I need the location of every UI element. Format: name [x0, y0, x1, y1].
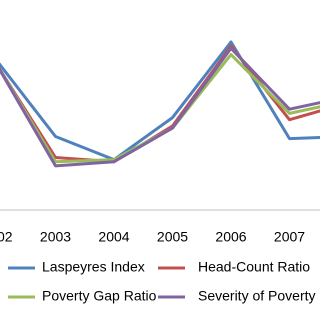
series-line — [0, 40, 320, 162]
x-tick-label: 2003 — [40, 229, 71, 245]
series-line — [0, 44, 320, 164]
legend-label: Laspeyres Index — [42, 259, 145, 275]
legend-label: Head-Count Ratio — [198, 259, 310, 275]
x-tick-label: 2004 — [98, 229, 129, 245]
x-tick-label: 2007 — [274, 229, 305, 245]
legend-label: Poverty Gap Ratio — [42, 288, 157, 304]
x-tick-label: 2006 — [215, 229, 246, 245]
series-line — [0, 46, 320, 168]
x-tick-label: 2005 — [157, 229, 188, 245]
x-tick-label: 2002 — [0, 229, 13, 245]
legend-label: Severity of Poverty — [198, 288, 316, 304]
